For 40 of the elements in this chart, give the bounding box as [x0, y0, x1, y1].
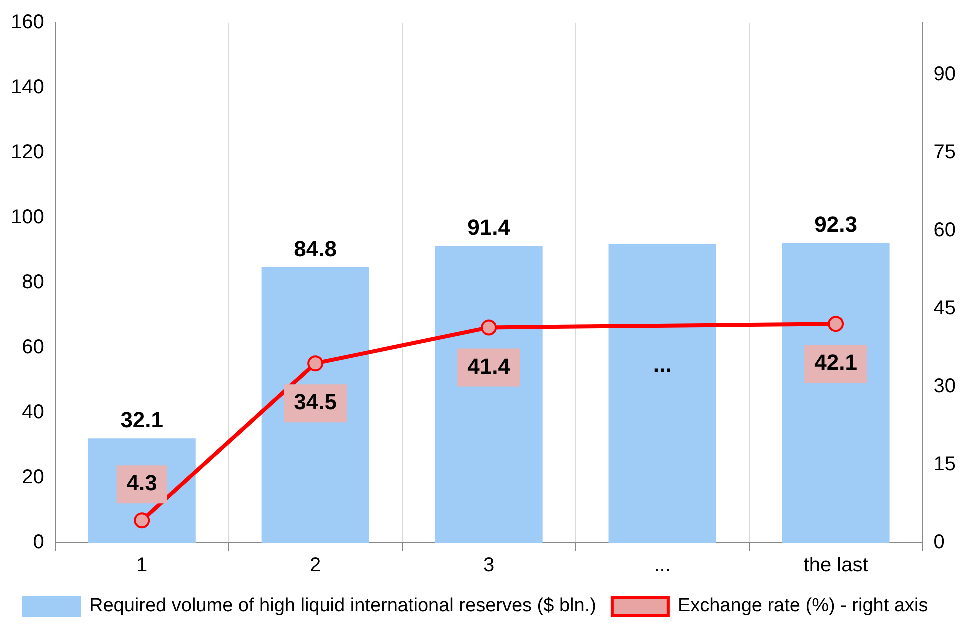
x-tick-label: 3 [484, 554, 495, 577]
x-tick-label: ... [654, 554, 671, 577]
bar [782, 243, 890, 543]
x-tick-label: 2 [310, 554, 322, 577]
data-label: 91.4 [468, 215, 512, 240]
data-label: 41.4 [468, 354, 512, 379]
data-label: 4.3 [126, 470, 158, 496]
y-tick-label: 40 [22, 402, 44, 424]
y2-tick-label: 45 [934, 298, 956, 320]
data-label: 32.1 [120, 408, 164, 433]
y-tick-label: 100 [10, 206, 44, 229]
bar [262, 267, 370, 543]
y-tick-label: 0 [33, 532, 44, 554]
x-tick-label: 1 [136, 554, 148, 577]
y2-tick-label: 75 [934, 142, 956, 164]
y-tick-label: 140 [10, 76, 44, 99]
y2-tick-label: 0 [934, 532, 945, 554]
y2-tick-label: 15 [934, 454, 956, 476]
y-tick-label: 120 [10, 142, 44, 164]
point [481, 320, 498, 336]
y2-tick-label: 90 [934, 64, 956, 86]
data-label: 84.8 [294, 236, 337, 262]
y-tick-label: 20 [22, 466, 44, 489]
bar [608, 244, 716, 543]
y-tick-label: 160 [10, 12, 44, 34]
legend-label: Required volume of high liquid international reserves ($ bln.) [90, 596, 596, 617]
data-label: 92.3 [814, 212, 858, 238]
point [308, 356, 324, 372]
text: ... [653, 352, 672, 377]
legend-label: Exchange rate (%) - right axis [678, 596, 928, 617]
point [828, 316, 844, 332]
data-label: 34.5 [294, 390, 337, 415]
bar [435, 246, 543, 543]
y-tick-label: 80 [22, 272, 44, 294]
point [134, 512, 150, 529]
data-label: 42.1 [814, 350, 858, 376]
y2-tick-label: 60 [934, 220, 956, 242]
x-tick-label: the last [804, 554, 869, 577]
y2-tick-label: 30 [934, 376, 956, 398]
y-tick-label: 60 [22, 336, 44, 359]
